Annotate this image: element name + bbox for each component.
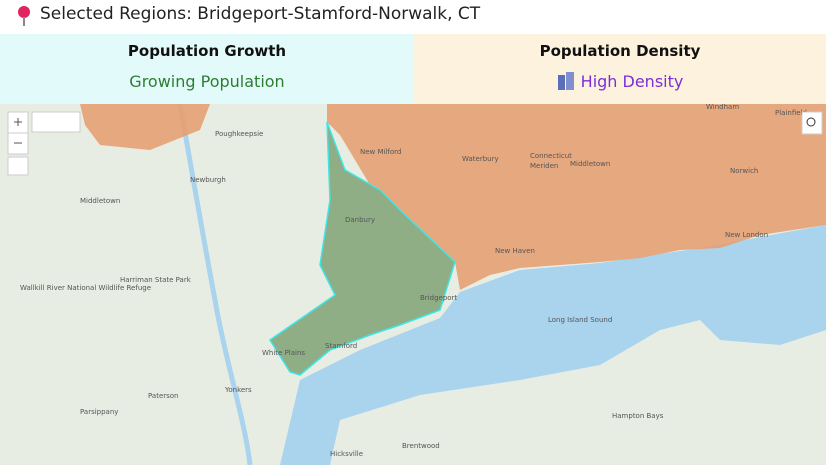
density-region (80, 104, 210, 150)
search-button[interactable] (801, 111, 823, 135)
status-text: High Density (580, 72, 684, 91)
place-label: Bridgeport (420, 294, 457, 302)
select-tools[interactable] (31, 111, 81, 133)
place-label: Harriman State Park (120, 276, 192, 284)
map[interactable]: Poughkeepsie Newburgh Middletown New Milfor… (0, 104, 826, 465)
place-label: Hicksville (330, 450, 363, 458)
place-label: Newburgh (190, 176, 226, 184)
place-label: Wallkill River National Wildlife Refuge (20, 284, 151, 292)
selected-region[interactable] (268, 121, 456, 376)
place-label: New Haven (495, 247, 535, 255)
place-label: Hampton Bays (612, 412, 664, 420)
header-title: Selected Regions: Bridgeport-Stamford-No… (40, 4, 481, 24)
map-controls (7, 111, 823, 176)
place-label: New Milford (360, 148, 401, 156)
home-button[interactable] (7, 156, 29, 176)
place-label: Danbury (345, 216, 375, 224)
place-label: Stamford (325, 342, 357, 350)
place-label: Brentwood (402, 442, 440, 450)
place-label: Meriden (530, 162, 558, 170)
search-icon (806, 117, 816, 127)
panel-status: High Density (414, 72, 826, 91)
city-icon (557, 72, 574, 90)
place-label: Windham (706, 104, 739, 111)
place-label: Parsippany (80, 408, 118, 416)
place-label: Waterbury (462, 155, 499, 163)
pin-icon (18, 6, 30, 26)
long-island (330, 320, 826, 465)
density-panel: Population Density High Density (414, 34, 826, 104)
place-label: Connecticut (530, 152, 572, 160)
panel-title: Population Growth (127, 42, 287, 60)
panel-status: Growing Population (129, 72, 285, 91)
zoom-icons (14, 118, 22, 144)
map-labels: Poughkeepsie Newburgh Middletown New Milfor… (20, 104, 807, 458)
place-label: Poughkeepsie (215, 130, 263, 138)
place-label: Plainfield (775, 109, 807, 117)
place-label: Middletown (80, 197, 120, 205)
river (177, 104, 253, 465)
place-label: Long Island Sound (548, 316, 612, 324)
header: Selected Regions: Bridgeport-Stamford-No… (0, 0, 826, 34)
density-region (327, 104, 826, 290)
place-label: New London (725, 231, 768, 239)
place-label: Middletown (570, 160, 610, 168)
growth-panel: Population Growth Growing Population (0, 34, 414, 104)
place-label: Paterson (148, 392, 179, 400)
place-label: White Plains (262, 349, 305, 357)
place-label: Norwich (730, 167, 758, 175)
place-label: Yonkers (224, 386, 252, 394)
panel-title: Population Density (539, 42, 701, 60)
